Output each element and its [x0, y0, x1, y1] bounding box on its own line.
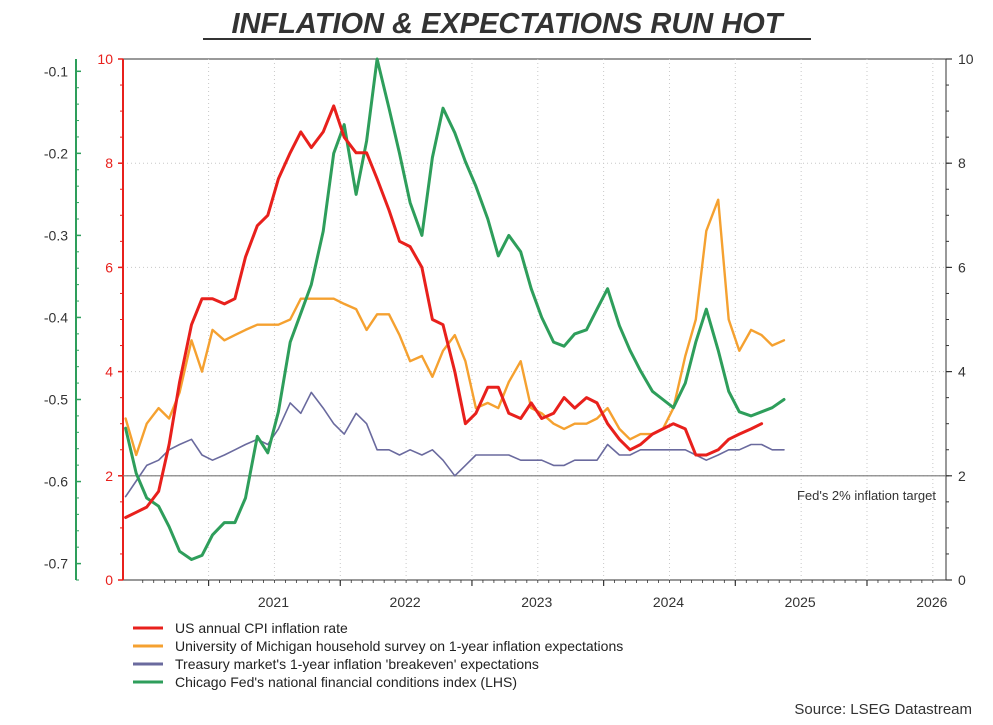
x-tick-label: 2021 — [258, 594, 289, 610]
legend-label-nfci: Chicago Fed's national financial conditi… — [175, 674, 517, 690]
legend-label-umich: University of Michigan household survey … — [175, 638, 623, 654]
right-tick-label: 2 — [958, 468, 966, 484]
series-lines — [124, 57, 786, 561]
x-tick-label: 2025 — [785, 594, 816, 610]
right-tick-label: 4 — [958, 364, 966, 380]
left-green-tick-label: -0.6 — [44, 474, 68, 490]
left-green-tick-label: -0.2 — [44, 145, 68, 161]
x-tick-label: 2026 — [916, 594, 947, 610]
left-red-tick-label: 10 — [97, 51, 113, 67]
axes: 0 2 4 6 8 10 -0.7 -0.6 -0.5 -0.4 -0.3 -0.2 -0.1 0 2 4 6 8… — [44, 51, 974, 610]
x-tick-label: 2022 — [390, 594, 421, 610]
x-tick-label: 2023 — [521, 594, 552, 610]
grid — [123, 59, 946, 580]
inflation-target-label: Fed's 2% inflation target — [797, 488, 936, 503]
x-tick-label: 2024 — [653, 594, 684, 610]
legend-label-cpi: US annual CPI inflation rate — [175, 620, 348, 636]
right-tick-label: 6 — [958, 259, 966, 275]
chart-title: INFLATION & EXPECTATIONS RUN HOT — [232, 8, 785, 40]
left-red-tick-label: 0 — [105, 572, 113, 588]
left-red-tick-label: 4 — [105, 364, 113, 380]
left-green-tick-label: -0.7 — [44, 556, 68, 572]
left-green-tick-label: -0.1 — [44, 63, 68, 79]
series-line-breakeven — [124, 391, 785, 498]
source-note: Source: LSEG Datastream — [794, 701, 972, 718]
left-red-tick-label: 8 — [105, 155, 113, 171]
legend-label-breakeven: Treasury market's 1-year inflation 'brea… — [175, 656, 539, 672]
left-green-tick-label: -0.3 — [44, 227, 68, 243]
legend: US annual CPI inflation rate University … — [133, 620, 623, 690]
series-line-nfci — [124, 57, 786, 561]
right-tick-label: 8 — [958, 155, 966, 171]
left-green-tick-label: -0.4 — [44, 309, 68, 325]
right-tick-label: 10 — [958, 51, 974, 67]
left-red-tick-label: 6 — [105, 259, 113, 275]
left-green-tick-label: -0.5 — [44, 391, 68, 407]
right-tick-label: 0 — [958, 572, 966, 588]
series-line-umich — [124, 198, 786, 457]
series-line-cpi — [124, 104, 764, 519]
left-red-tick-label: 2 — [105, 468, 113, 484]
